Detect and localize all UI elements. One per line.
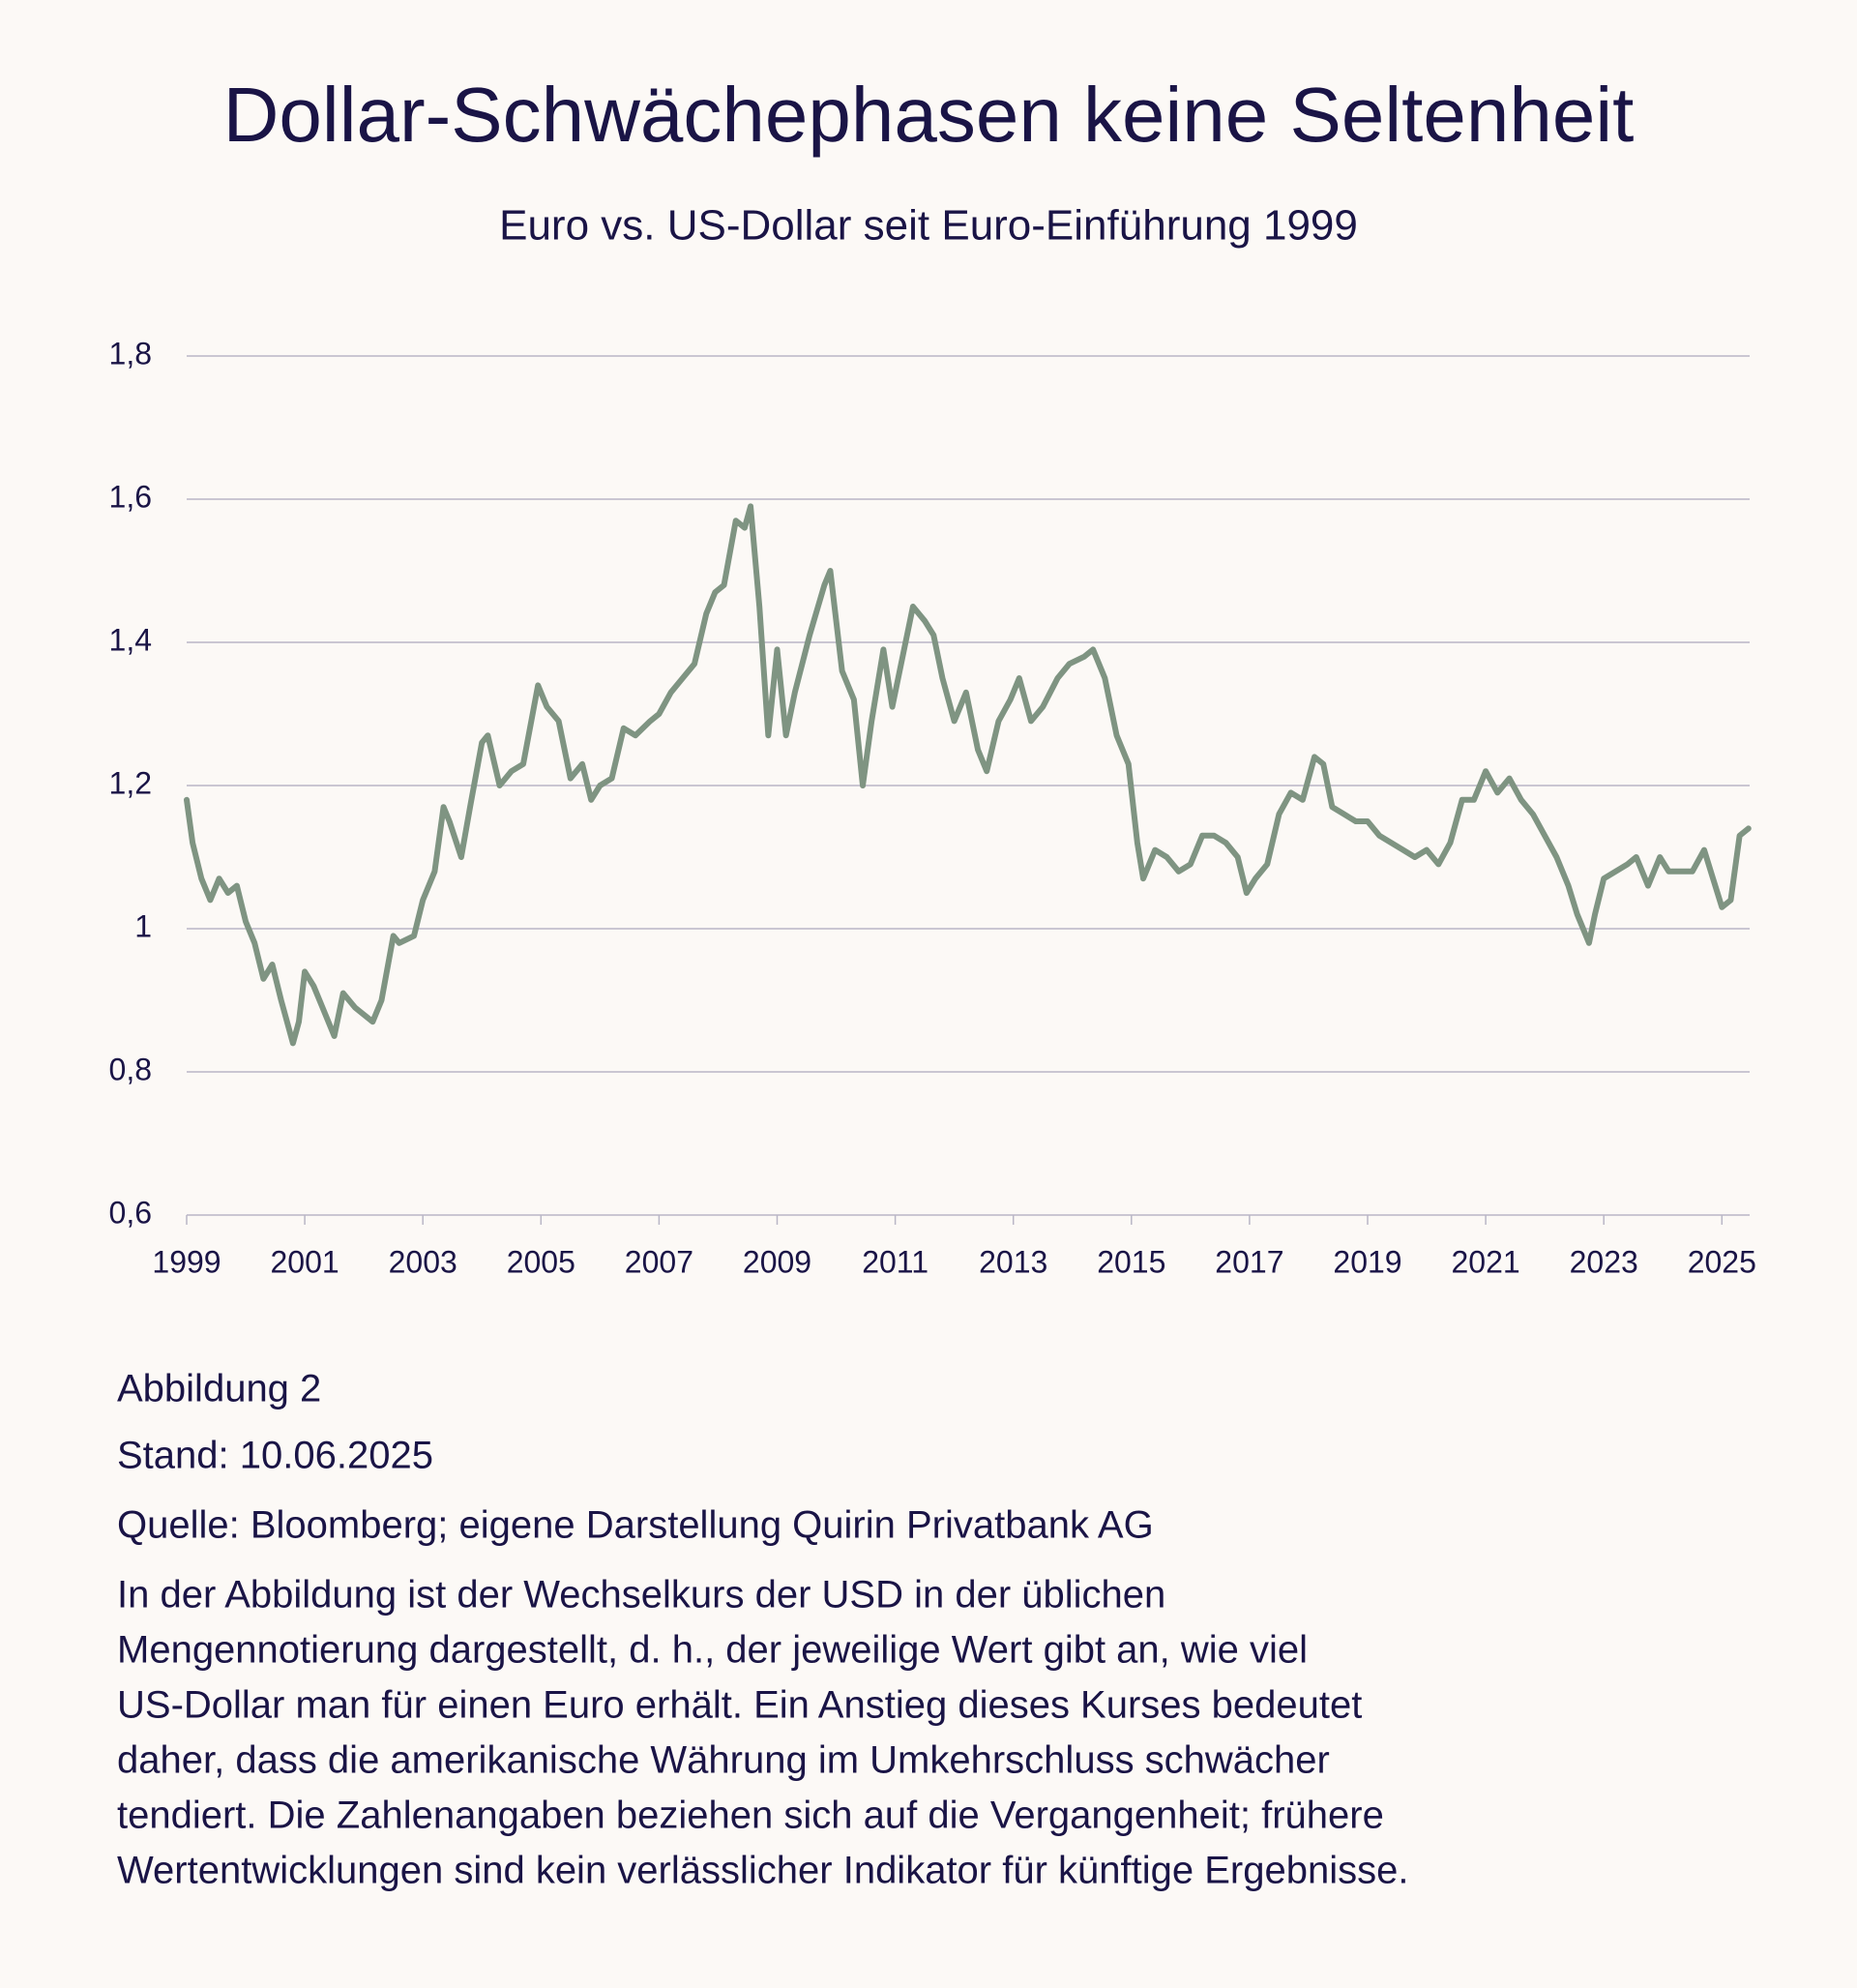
data-line — [184, 503, 1752, 1047]
x-tick-label: 2021 — [1452, 1244, 1520, 1279]
source-label: Quelle: Bloomberg; eigene Darstellung Qu… — [117, 1504, 1154, 1547]
x-tick-label: 2009 — [743, 1244, 811, 1279]
description-line: daher, dass die amerikanische Währung im… — [117, 1739, 1330, 1782]
x-tick-label: 2005 — [507, 1244, 575, 1279]
description-line: In der Abbildung ist der Wechselkurs der… — [117, 1574, 1165, 1617]
y-tick-label: 1,8 — [109, 336, 152, 371]
description-line: Wertentwicklungen sind kein verlässliche… — [117, 1850, 1408, 1892]
x-tick-label: 2011 — [862, 1244, 928, 1279]
y-tick-label: 0,6 — [109, 1195, 152, 1230]
x-tick-label: 2015 — [1097, 1244, 1165, 1279]
x-tick-label: 2007 — [625, 1244, 693, 1279]
y-tick-label: 1,4 — [109, 622, 152, 657]
y-tick-label: 1 — [134, 908, 152, 943]
x-tick-label: 2017 — [1215, 1244, 1283, 1279]
description-line: US-Dollar man für einen Euro erhält. Ein… — [117, 1684, 1362, 1727]
description-line: tendiert. Die Zahlenangaben beziehen sic… — [117, 1795, 1384, 1837]
date-label: Stand: 10.06.2025 — [117, 1435, 433, 1477]
x-tick-label: 2025 — [1688, 1244, 1756, 1279]
description-line: Mengennotierung dargestellt, d. h., der … — [117, 1629, 1308, 1672]
y-tick-label: 1,6 — [109, 479, 152, 514]
x-tick-label: 1999 — [152, 1244, 221, 1279]
y-tick-label: 0,8 — [109, 1052, 152, 1086]
figure-label: Abbildung 2 — [117, 1368, 321, 1410]
x-tick-label: 2013 — [979, 1244, 1047, 1279]
x-tick-label: 2019 — [1333, 1244, 1401, 1279]
x-tick-label: 2023 — [1570, 1244, 1638, 1279]
chart-title: Dollar-Schwächephasen keine Seltenheit — [223, 72, 1635, 158]
x-tick-label: 2003 — [389, 1244, 457, 1279]
chart-subtitle: Euro vs. US-Dollar seit Euro-Einführung … — [499, 202, 1358, 250]
x-tick-label: 2001 — [271, 1244, 339, 1279]
y-tick-label: 1,2 — [109, 765, 152, 800]
